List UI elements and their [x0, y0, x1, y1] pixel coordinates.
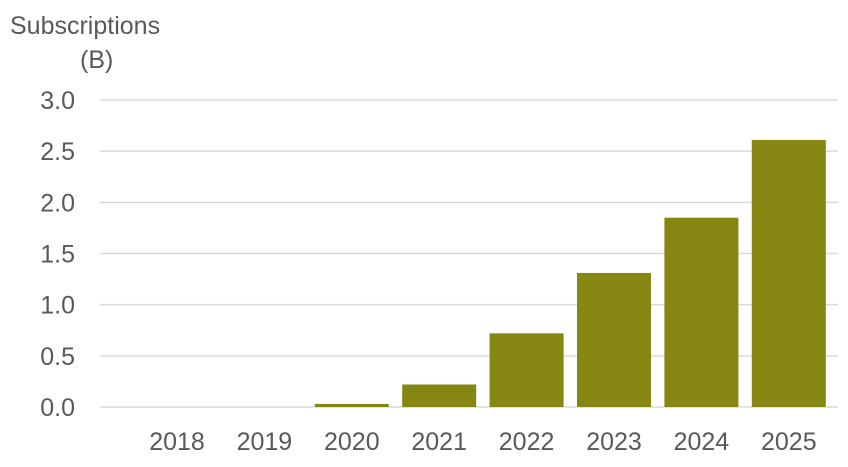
y-tick-label: 2.5 — [40, 138, 75, 166]
gridlines — [100, 99, 838, 408]
bar-2022 — [489, 333, 564, 407]
y-tick-label: 1.5 — [40, 241, 75, 269]
x-tick-label-2025: 2025 — [761, 428, 817, 456]
x-axis-labels: 2018 2019 2020 2021 2022 2023 2024 2025 — [149, 428, 816, 456]
bar-2021 — [402, 384, 477, 407]
x-tick-label-2023: 2023 — [586, 428, 642, 456]
y-axis-ticks: 0.0 0.5 1.0 1.5 2.0 2.5 3.0 — [40, 87, 75, 422]
y-axis-unit: (B) — [80, 46, 113, 74]
x-tick-label-2024: 2024 — [674, 428, 730, 456]
x-tick-label-2018: 2018 — [149, 428, 205, 456]
x-tick-label-2022: 2022 — [499, 428, 555, 456]
y-tick-label: 0.5 — [40, 343, 75, 371]
bar-2024 — [664, 217, 739, 407]
y-tick-label: 2.0 — [40, 189, 75, 217]
y-tick-label: 3.0 — [40, 87, 75, 115]
y-tick-label: 0.0 — [40, 394, 75, 422]
bars — [314, 139, 826, 407]
bar-2020 — [314, 403, 389, 407]
bar-2023 — [577, 272, 651, 407]
y-axis-title: Subscriptions — [10, 12, 160, 40]
x-tick-label-2019: 2019 — [237, 428, 293, 456]
x-tick-label-2021: 2021 — [411, 428, 467, 456]
y-tick-label: 1.0 — [40, 292, 75, 320]
bar-2025 — [751, 139, 826, 407]
x-tick-label-2020: 2020 — [324, 428, 380, 456]
